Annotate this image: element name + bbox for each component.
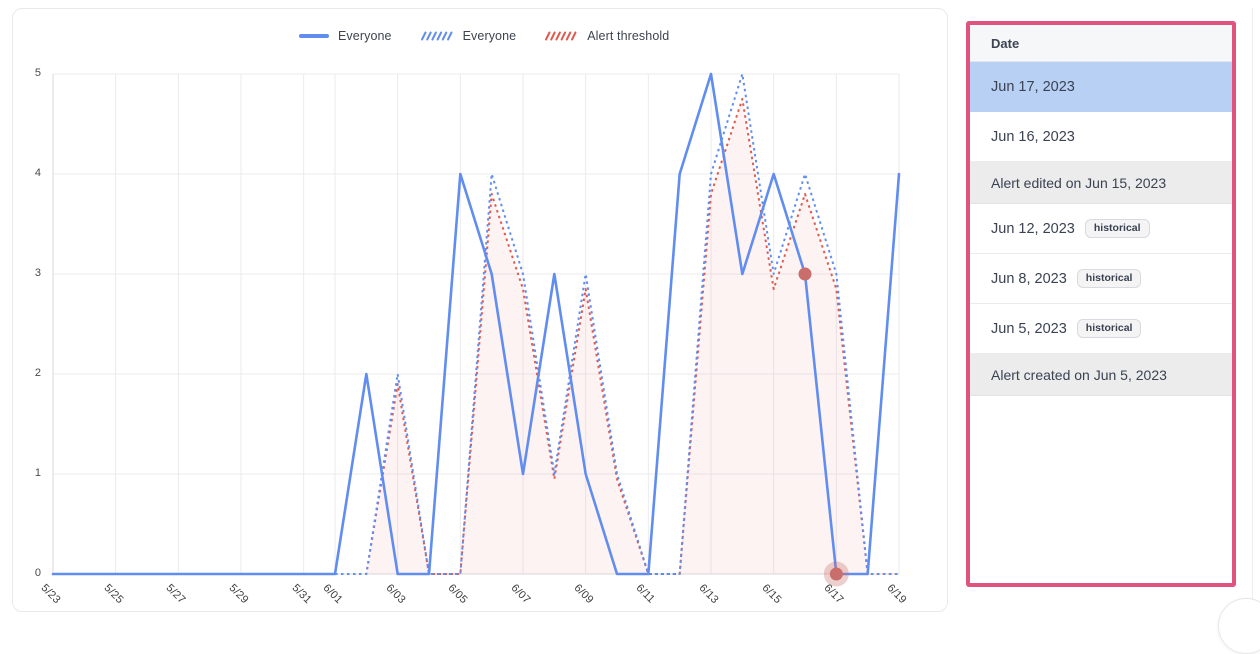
y-axis-tick-label: 1 — [34, 467, 41, 479]
date-row[interactable]: Jun 5, 2023 historical — [970, 304, 1232, 354]
y-axis-tick-label: 0 — [34, 567, 41, 579]
date-row[interactable]: Jun 8, 2023 historical — [970, 254, 1232, 304]
legend-item-everyone-current[interactable]: Everyone — [299, 29, 392, 43]
y-axis-tick-label: 2 — [34, 367, 41, 379]
threshold-area-fill — [53, 99, 899, 574]
dashed-line-swatch-icon — [420, 31, 453, 41]
alert-event-row[interactable]: Alert edited on Jun 15, 2023 — [970, 162, 1232, 204]
date-row-label: Alert edited on Jun 15, 2023 — [991, 174, 1167, 191]
date-row-label: Jun 12, 2023 — [991, 220, 1075, 237]
dashed-line-swatch-icon — [545, 31, 577, 41]
legend-label: Everyone — [338, 29, 392, 43]
historical-badge: historical — [1076, 318, 1142, 339]
y-axis-tick-label: 4 — [34, 167, 41, 179]
date-panel: Date Jun 17, 2023 Jun 16, 2023 Alert edite… — [966, 21, 1236, 587]
page-edge-divider — [1252, 8, 1253, 620]
date-row[interactable]: Jun 17, 2023 — [970, 62, 1232, 112]
legend-item-alert-threshold[interactable]: Alert threshold — [544, 29, 669, 43]
date-list: Jun 17, 2023 Jun 16, 2023 Alert edited on … — [970, 62, 1232, 396]
date-row-label: Alert created on Jun 5, 2023 — [991, 366, 1167, 383]
date-row[interactable]: Jun 16, 2023 — [970, 112, 1232, 162]
date-row-label: Jun 17, 2023 — [991, 78, 1075, 95]
legend-item-everyone-historical[interactable]: Everyone — [420, 29, 517, 43]
data-point-marker[interactable] — [829, 567, 843, 581]
date-row[interactable]: Jun 12, 2023 historical — [970, 204, 1232, 254]
date-row-label: Jun 8, 2023 — [991, 270, 1067, 287]
alert-event-row[interactable]: Alert created on Jun 5, 2023 — [970, 354, 1232, 396]
y-axis-tick-label: 5 — [34, 67, 41, 79]
solid-line-swatch-icon — [299, 34, 329, 38]
chart-card: Everyone Everyone Alert threshold — [12, 8, 948, 612]
alert-threshold-line — [53, 98, 899, 575]
chart-legend: Everyone Everyone Alert threshold — [299, 29, 669, 43]
everyone-historical-line — [53, 73, 899, 575]
date-column-header: Date — [970, 25, 1232, 62]
historical-badge: historical — [1076, 268, 1142, 289]
legend-label: Everyone — [462, 29, 517, 43]
date-row-label: Jun 5, 2023 — [991, 320, 1067, 337]
data-point-marker[interactable] — [798, 267, 812, 281]
floating-action-button[interactable] — [1218, 598, 1260, 654]
historical-badge: historical — [1084, 218, 1150, 239]
y-axis-tick-label: 3 — [34, 267, 41, 279]
date-row-label: Jun 16, 2023 — [991, 128, 1075, 145]
everyone-line — [51, 72, 901, 576]
legend-label: Alert threshold — [587, 29, 670, 43]
line-chart[interactable] — [13, 9, 949, 613]
